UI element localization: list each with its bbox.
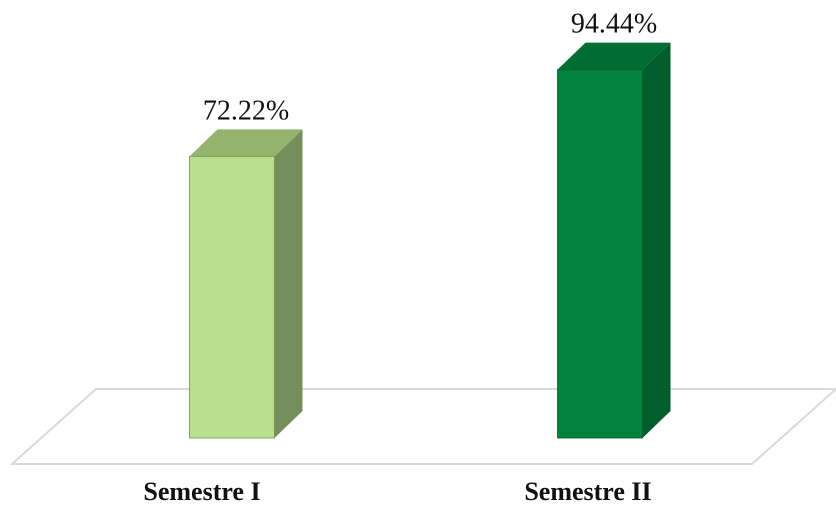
category-label-2: Semestre II xyxy=(524,477,651,506)
bar-1 xyxy=(189,129,303,439)
labels-layer: 72.22% Semestre I 94.44% Semestre II xyxy=(143,9,657,506)
chart-floor xyxy=(9,388,836,465)
category-label-1: Semestre I xyxy=(143,477,260,506)
bar-side-face xyxy=(274,129,303,439)
value-label-1: 72.22% xyxy=(203,95,289,126)
bar-top-face xyxy=(189,129,303,157)
value-label-2: 94.44% xyxy=(571,9,657,40)
bars-layer xyxy=(189,42,671,439)
bar-2 xyxy=(557,42,671,439)
bar-side-face xyxy=(642,42,671,439)
bar-front-face xyxy=(189,155,275,439)
bar-top-face xyxy=(557,42,671,70)
bar-front-face xyxy=(557,69,643,439)
